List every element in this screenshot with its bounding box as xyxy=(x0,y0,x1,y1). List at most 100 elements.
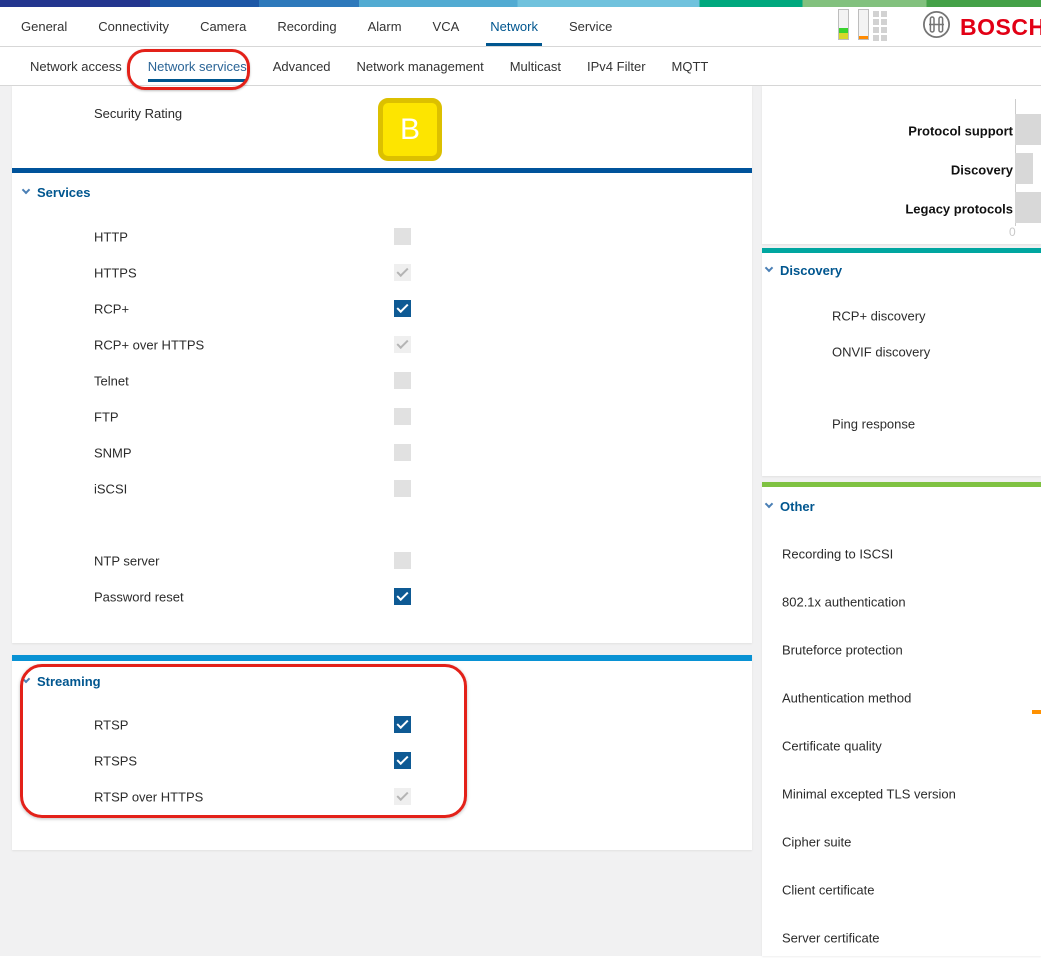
other-label: Certificate quality xyxy=(782,738,882,754)
other-label: Client certificate xyxy=(782,882,875,898)
top-nav-tabs: General Connectivity Camera Recording Alarm V… xyxy=(21,7,612,46)
discovery-row: Ping response xyxy=(762,406,1041,442)
settings-content: Security Rating B Services HTTP HTTPS RC… xyxy=(0,86,1041,956)
discovery-row: RCP+ discovery xyxy=(762,298,1041,334)
streaming-row: RTSP xyxy=(12,707,752,743)
chevron-down-icon xyxy=(21,185,31,195)
top-nav-tab[interactable]: Network xyxy=(486,7,542,46)
discovery-section-header[interactable]: Discovery xyxy=(764,262,1041,278)
other-label: Authentication method xyxy=(782,690,912,706)
services-panel: Security Rating B Services HTTP HTTPS RC… xyxy=(12,86,752,643)
storage-level-gauge-icon xyxy=(858,9,869,40)
streaming-row: RTSP over HTTPS xyxy=(12,779,752,815)
top-nav-tab[interactable]: VCA xyxy=(432,19,460,34)
other-row: Minimal excepted TLS version xyxy=(762,770,1041,818)
service-checkbox xyxy=(394,444,411,461)
sub-nav-tabs: Network access Network services Advanced Ne… xyxy=(30,47,708,85)
service-label: HTTP xyxy=(94,229,128,245)
other-panel: Other Recording to ISCSI 802.1x authenti… xyxy=(762,482,1041,956)
network-sub-navigation: Network access Network services Advanced Ne… xyxy=(0,47,1041,90)
gauge-orange-fill xyxy=(859,36,868,39)
service-label: RCP+ over HTTPS xyxy=(94,337,205,353)
service-checkbox xyxy=(394,480,411,497)
other-row: Recording to ISCSI xyxy=(762,530,1041,578)
security-rating-row: Security Rating B xyxy=(12,86,752,168)
chart-bar xyxy=(1015,114,1041,145)
services-section-header[interactable]: Services xyxy=(21,184,752,200)
sub-nav-tab[interactable]: IPv4 Filter xyxy=(587,58,646,74)
chart-zero-tick-label: 0 xyxy=(1009,225,1016,239)
sub-nav-tab[interactable]: MQTT xyxy=(671,58,709,74)
discovery-row: ONVIF discovery xyxy=(762,334,1041,370)
streaming-label: RTSP xyxy=(94,717,129,733)
service-row: RCP+ xyxy=(12,291,752,327)
sub-nav-tab[interactable]: Network access xyxy=(30,58,122,74)
service-label: SNMP xyxy=(94,445,132,461)
service-label: iSCSI xyxy=(94,481,128,497)
other-label: Server certificate xyxy=(782,930,880,946)
service-row: RCP+ over HTTPS xyxy=(12,327,752,363)
security-rating-label: Security Rating xyxy=(94,106,183,121)
service-label: Password reset xyxy=(94,589,184,605)
streaming-list: RTSP RTSPS RTSP over HTTPS xyxy=(12,707,752,815)
other-label: Recording to ISCSI xyxy=(782,546,894,562)
services-divider xyxy=(12,168,752,173)
streaming-checkbox[interactable] xyxy=(394,752,411,769)
service-label: HTTPS xyxy=(94,265,137,281)
other-label: Bruteforce protection xyxy=(782,642,903,658)
streaming-section-header[interactable]: Streaming xyxy=(21,673,752,689)
status-level-gauge-icon xyxy=(838,9,849,40)
security-rating-badge: B xyxy=(378,98,442,161)
bosch-wordmark: BOSCH xyxy=(960,14,1041,40)
service-row: NTP server xyxy=(12,543,752,579)
gauge-green-fill xyxy=(839,28,848,33)
discovery-section-title: Discovery xyxy=(780,262,843,278)
sub-nav-tab[interactable]: Multicast xyxy=(509,58,562,74)
service-checkbox[interactable] xyxy=(394,300,411,317)
top-nav-tab[interactable]: General xyxy=(21,19,68,34)
other-row: Bruteforce protection xyxy=(762,626,1041,674)
gauge-yellow-fill xyxy=(839,33,848,39)
sub-nav-tab[interactable]: Network services xyxy=(147,47,247,85)
service-row: Telnet xyxy=(12,363,752,399)
other-section-header[interactable]: Other xyxy=(764,498,1041,514)
service-row: HTTPS xyxy=(12,255,752,291)
service-checkbox xyxy=(394,408,411,425)
streaming-label: RTSPS xyxy=(94,753,138,769)
streaming-checkbox[interactable] xyxy=(394,716,411,733)
other-label: 802.1x authentication xyxy=(782,594,906,610)
chevron-down-icon xyxy=(21,674,31,684)
other-section-title: Other xyxy=(780,498,815,514)
service-checkbox xyxy=(394,552,411,569)
chevron-down-icon xyxy=(764,499,774,509)
service-checkbox xyxy=(394,336,411,353)
service-row: HTTP xyxy=(12,219,752,255)
service-checkbox[interactable] xyxy=(394,588,411,605)
other-row: Client certificate xyxy=(762,866,1041,914)
discovery-list: RCP+ discovery ONVIF discovery Ping resp… xyxy=(762,298,1041,442)
discovery-panel: Discovery RCP+ discovery ONVIF discovery… xyxy=(762,248,1041,476)
top-nav-tab[interactable]: Camera xyxy=(200,19,247,34)
security-rating-chart-panel: Protocol support Discovery Legacy protoc… xyxy=(762,86,1041,244)
top-nav-tab[interactable]: Recording xyxy=(277,19,337,34)
bosch-armature-logo-icon xyxy=(922,10,951,44)
other-row: Certificate quality xyxy=(762,722,1041,770)
rating-bar-chart: Protocol support Discovery Legacy protoc… xyxy=(762,86,1041,228)
top-nav-tab[interactable]: Alarm xyxy=(367,19,402,34)
other-row: Authentication method xyxy=(762,674,1041,722)
orange-marker-cutoff xyxy=(1032,710,1041,714)
service-label: FTP xyxy=(94,409,119,425)
other-row: Cipher suite xyxy=(762,818,1041,866)
other-label: Cipher suite xyxy=(782,834,852,850)
streaming-checkbox xyxy=(394,788,411,805)
chart-category-label: Legacy protocols xyxy=(905,201,1013,216)
top-nav-tab[interactable]: Connectivity xyxy=(98,19,170,34)
sub-nav-tab[interactable]: Network management xyxy=(356,58,484,74)
services-section-title: Services xyxy=(37,184,91,200)
sub-nav-tab[interactable]: Advanced xyxy=(272,58,331,74)
discovery-label: Ping response xyxy=(832,416,916,432)
chart-bar xyxy=(1015,153,1033,184)
other-list: Recording to ISCSI 802.1x authentication… xyxy=(762,530,1041,956)
storage-blocks-icon xyxy=(873,11,887,41)
top-nav-tab[interactable]: Service xyxy=(568,19,613,34)
